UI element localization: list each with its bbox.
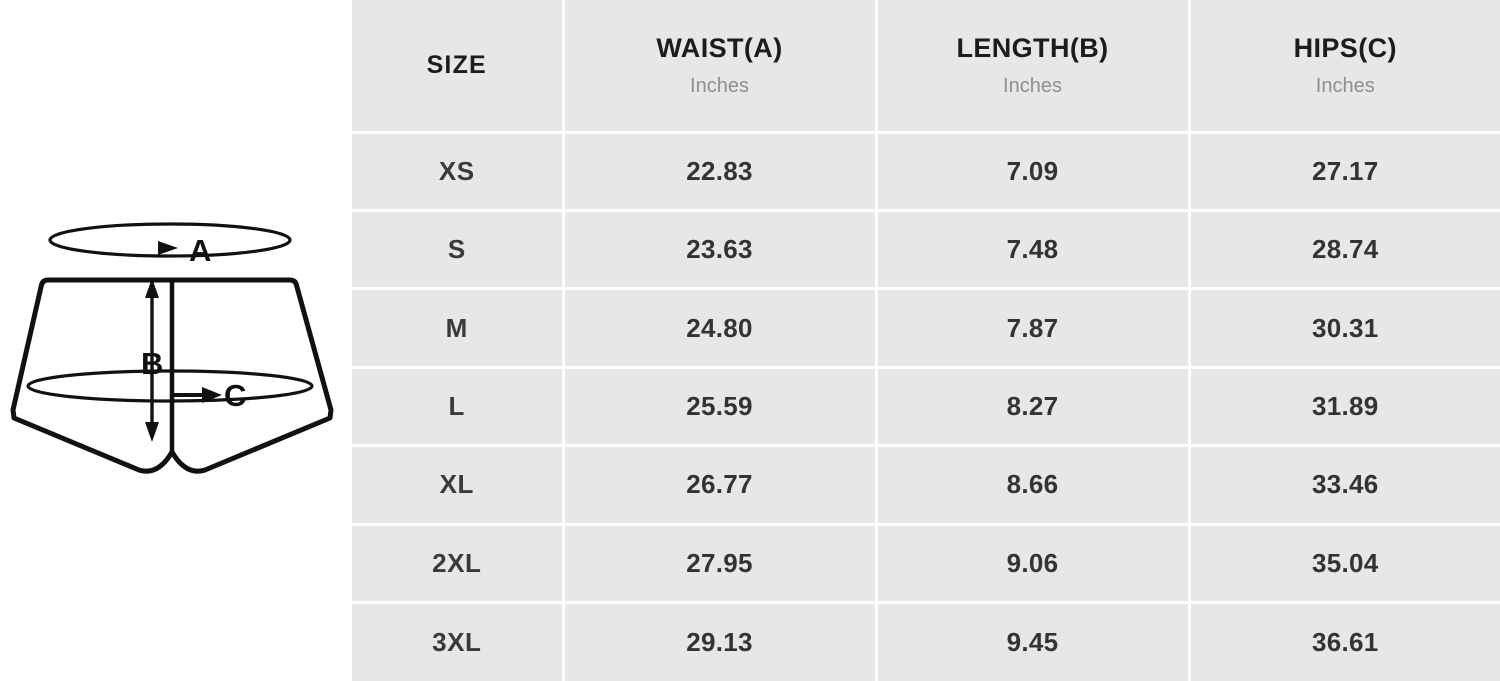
cell-hips: 35.04 [1189,524,1500,605]
length-arrow-head-down [145,422,159,442]
cell-length: 7.87 [876,288,1191,369]
column-header-length: LENGTH(B) Inches [876,0,1191,134]
cell-length: 8.66 [876,445,1191,526]
cell-waist: 24.80 [563,288,878,369]
column-header-hips: HIPS(C) Inches [1189,0,1500,134]
table-row: L 25.59 8.27 31.89 [352,367,1500,448]
size-measurement-table: SIZE WAIST(A) Inches LENGTH(B) Inches HI… [352,0,1500,681]
column-title-waist: WAIST(A) [656,32,783,63]
cell-size: XL [352,445,565,526]
column-title-hips: HIPS(C) [1293,32,1397,63]
garment-diagram-panel: A B C [0,0,352,681]
cell-size: XS [352,132,565,212]
cell-hips: 30.31 [1189,288,1500,369]
table-body: XS 22.83 7.09 27.17 S 23.63 7.48 28.74 M… [352,132,1500,681]
cell-hips: 28.74 [1189,210,1500,291]
cell-hips: 27.17 [1189,132,1500,212]
cell-size: M [352,288,565,369]
waist-ellipse-icon [48,222,292,258]
cell-waist: 27.95 [563,524,878,605]
waist-arrow-head [158,241,178,255]
cell-waist: 29.13 [563,602,878,681]
cell-waist: 25.59 [563,367,878,448]
shorts-diagram-icon: A B C [10,222,334,474]
cell-length: 8.27 [876,367,1191,448]
cell-hips: 33.46 [1189,445,1500,526]
cell-waist: 23.63 [563,210,878,291]
cell-hips: 36.61 [1189,602,1500,681]
column-title-length: LENGTH(B) [956,32,1109,63]
length-arrow-head-up [145,278,159,298]
cell-length: 9.45 [876,602,1191,681]
cell-waist: 22.83 [563,132,878,212]
table-row: S 23.63 7.48 28.74 [352,210,1500,291]
cell-length: 7.48 [876,210,1191,291]
hips-label-c: C [224,378,246,413]
table-header: SIZE WAIST(A) Inches LENGTH(B) Inches HI… [352,0,1500,134]
cell-length: 9.06 [876,524,1191,605]
measurement-table-panel: SIZE WAIST(A) Inches LENGTH(B) Inches HI… [352,0,1500,681]
column-unit-hips: Inches [1315,74,1375,97]
cell-size: 3XL [352,602,565,681]
column-unit-waist: Inches [690,74,749,97]
hips-arrow-head [202,387,222,403]
table-row: XS 22.83 7.09 27.17 [352,132,1500,212]
cell-size: 2XL [352,524,565,605]
waist-label-a: A [189,233,211,268]
cell-waist: 26.77 [563,445,878,526]
hips-ellipse-icon [26,369,314,403]
table-row: 3XL 29.13 9.45 36.61 [352,602,1500,681]
column-unit-length: Inches [1003,74,1062,97]
column-header-waist: WAIST(A) Inches [563,0,878,134]
table-header-row: SIZE WAIST(A) Inches LENGTH(B) Inches HI… [352,0,1500,134]
length-label-b: B [141,346,163,381]
column-title-size: SIZE [426,50,487,79]
cell-size: L [352,367,565,448]
table-row: M 24.80 7.87 30.31 [352,288,1500,369]
cell-hips: 31.89 [1189,367,1500,448]
cell-length: 7.09 [876,132,1191,212]
column-header-size: SIZE [352,0,565,134]
cell-size: S [352,210,565,291]
table-row: XL 26.77 8.66 33.46 [352,445,1500,526]
table-row: 2XL 27.95 9.06 35.04 [352,524,1500,605]
